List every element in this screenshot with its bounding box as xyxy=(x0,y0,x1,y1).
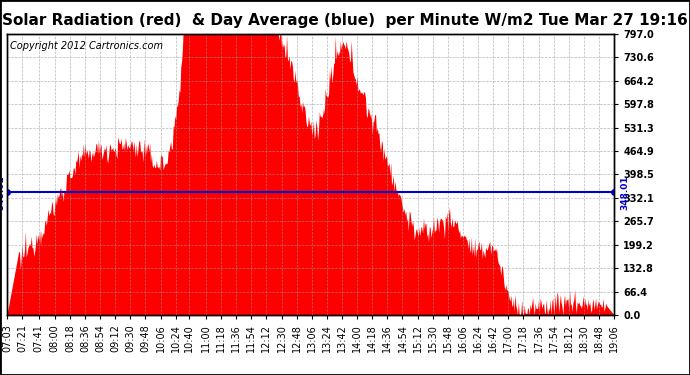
Text: Copyright 2012 Cartronics.com: Copyright 2012 Cartronics.com xyxy=(10,41,163,51)
Text: 348.01: 348.01 xyxy=(0,175,6,210)
Text: 348.01: 348.01 xyxy=(620,175,629,210)
Text: Solar Radiation (red)  & Day Average (blue)  per Minute W/m2 Tue Mar 27 19:16: Solar Radiation (red) & Day Average (blu… xyxy=(2,13,688,28)
